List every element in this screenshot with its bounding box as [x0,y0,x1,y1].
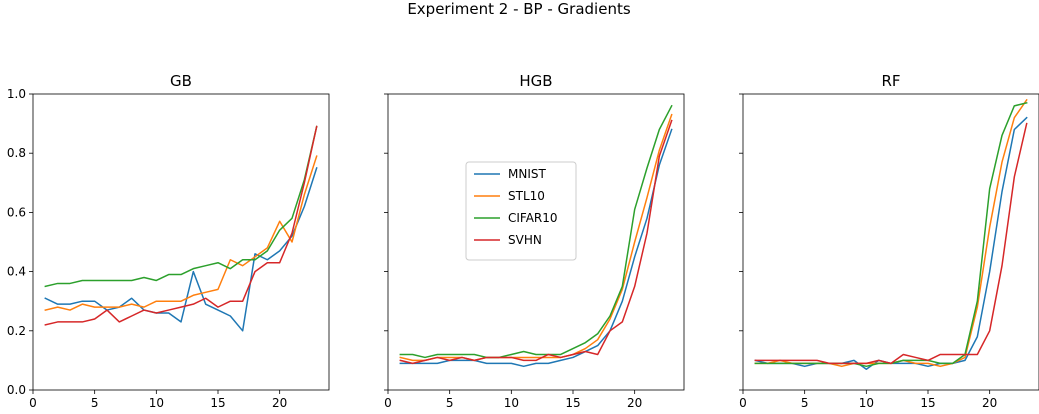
x-tick-label: 20 [627,396,642,410]
x-tick-label: 5 [446,396,454,410]
series-line-cifar10 [44,125,318,288]
y-tick-label: 0.2 [7,324,26,338]
y-tick-label: 0.0 [7,383,26,397]
series-line-svhn [44,125,318,326]
x-tick-label: 0 [29,396,37,410]
x-tick-label: 15 [210,396,225,410]
series-line-stl10 [399,113,673,362]
legend-label-mnist: MNIST [508,167,546,181]
x-tick-label: 10 [859,396,874,410]
x-tick-label: 20 [982,396,997,410]
figure-suptitle: Experiment 2 - BP - Gradients [407,0,631,18]
panel-title: HGB [519,72,552,90]
panel-hgb: HGB 0 5 10 15 20 MNIST STL10 CIFAR10 SVHN [384,72,685,410]
series-line-mnist [44,167,318,332]
legend-label-stl10: STL10 [508,189,545,203]
axes-frame [32,93,330,391]
panel-rf: RF 0 5 10 15 20 [739,72,1039,410]
panel-title: GB [170,72,192,90]
y-tick-label: 1.0 [7,87,26,101]
x-tick-label: 5 [91,396,99,410]
y-tick-label: 0.4 [7,265,26,279]
series-line-svhn [754,122,1028,365]
x-tick-label: 20 [272,396,287,410]
x-tick-label: 0 [384,396,392,410]
x-tick-label: 5 [801,396,809,410]
panel-gb: GB 0 5 10 15 20 0.0 0.2 0.4 0.6 0.8 1.0 [7,72,330,410]
legend: MNIST STL10 CIFAR10 SVHN [465,161,577,261]
axes-frame [387,93,685,391]
series-line-stl10 [44,155,318,311]
panel-title: RF [881,72,900,90]
legend-box [465,161,577,261]
series-line-mnist [399,128,673,368]
y-tick-label: 0.6 [7,205,26,219]
x-tick-label: 10 [149,396,164,410]
panels: GB 0 5 10 15 20 0.0 0.2 0.4 0.6 0.8 1.0 HGB 0 5 10 15 20 M… [7,72,1039,410]
legend-label-cifar10: CIFAR10 [508,211,558,225]
y-tick-label: 0.8 [7,146,26,160]
legend-label-svhn: SVHN [508,233,542,247]
axes-frame [742,93,1039,391]
series-line-svhn [399,119,673,365]
x-tick-label: 10 [504,396,519,410]
x-tick-label: 15 [920,396,935,410]
series-line-cifar10 [399,104,673,359]
x-tick-label: 15 [565,396,580,410]
x-tick-label: 0 [739,396,747,410]
